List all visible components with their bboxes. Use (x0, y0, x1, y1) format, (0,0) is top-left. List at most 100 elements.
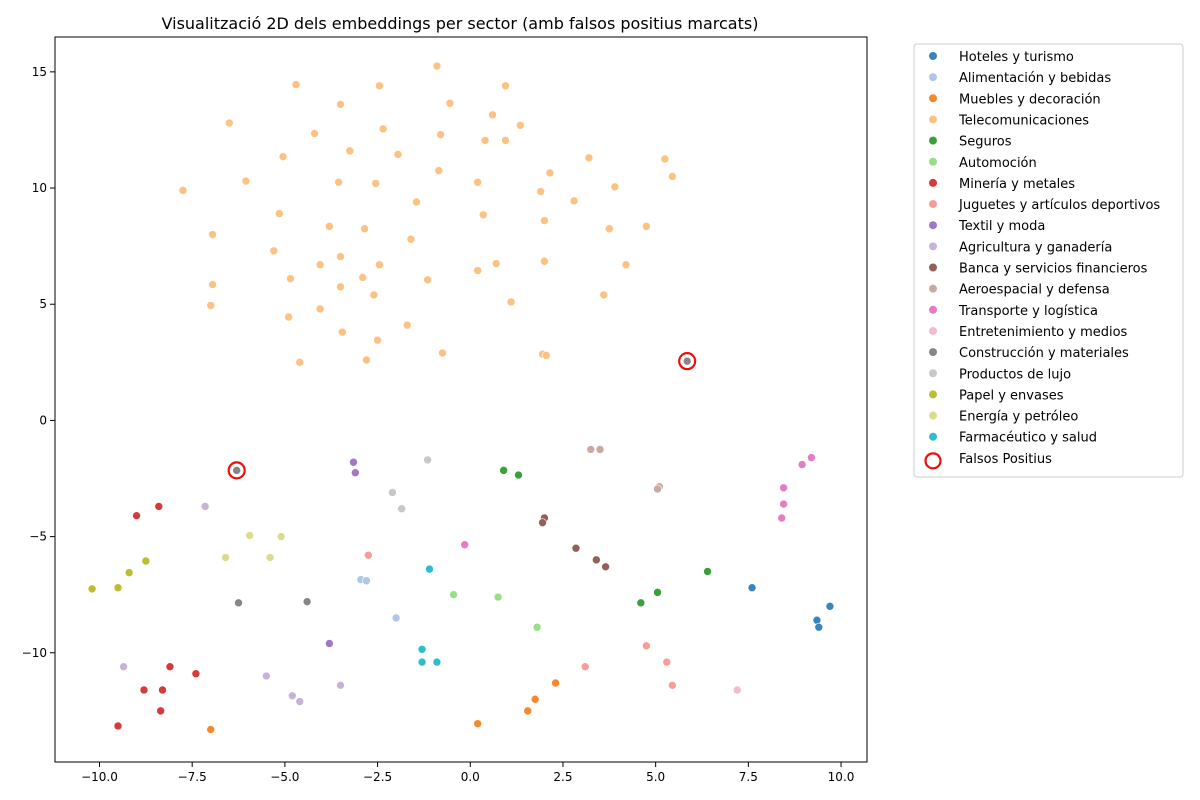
data-point (310, 129, 319, 138)
data-point (369, 290, 379, 300)
data-point (514, 470, 523, 480)
legend-label: Alimentación y bebidas (959, 71, 1111, 86)
data-point (423, 455, 432, 465)
legend-box (913, 43, 1184, 478)
legend-marker (929, 200, 937, 209)
data-point (621, 260, 631, 270)
legend-marker-ring (924, 452, 942, 470)
data-point (221, 553, 230, 562)
data-point (592, 555, 601, 565)
legend-marker (929, 94, 937, 103)
x-tick-label: −2.5 (363, 770, 392, 784)
data-point (480, 136, 490, 145)
data-point (286, 274, 295, 283)
data-point (208, 230, 217, 239)
data-point (295, 697, 305, 706)
x-tick-label: −7.5 (178, 770, 207, 784)
legend-label: Energía y petróleo (959, 410, 1078, 425)
data-point (493, 592, 503, 602)
legend-marker (929, 221, 937, 230)
data-point (325, 222, 334, 231)
x-tick-label: 2.5 (553, 770, 572, 784)
legend-label: Muebles y decoración (959, 92, 1101, 107)
data-point (234, 598, 243, 608)
data-point (660, 154, 670, 164)
data-point (364, 550, 373, 560)
legend-marker (929, 52, 937, 60)
y-tick-label: 15 (32, 65, 47, 79)
y-tick-label: −5 (29, 530, 47, 544)
legend-label: Farmacéutico y salud (959, 431, 1097, 446)
data-point (662, 657, 672, 667)
data-point (336, 100, 345, 109)
legend-label: Papel y envases (959, 388, 1064, 403)
data-point (460, 540, 470, 550)
data-point (682, 356, 692, 366)
data-point (499, 466, 508, 475)
data-point (141, 556, 151, 566)
data-point (551, 678, 560, 688)
data-point (124, 568, 134, 577)
data-point (584, 153, 594, 163)
data-point (158, 685, 167, 695)
data-point (265, 553, 275, 562)
legend-marker (929, 411, 937, 420)
legend-marker (929, 305, 937, 314)
legend-marker (929, 263, 937, 272)
x-tick-label: 5.0 (646, 770, 665, 784)
data-point (571, 543, 581, 553)
data-point (488, 110, 497, 120)
data-point (262, 671, 271, 681)
data-point (595, 445, 605, 454)
x-tick-label: 10.0 (828, 770, 855, 784)
data-point (224, 118, 234, 128)
data-point (580, 662, 590, 672)
data-point (473, 177, 482, 187)
data-point (232, 466, 241, 475)
data-point (338, 327, 347, 337)
data-point (154, 502, 164, 511)
data-point (825, 602, 835, 611)
data-point (473, 266, 482, 275)
data-point (295, 358, 305, 367)
data-point (276, 532, 286, 541)
data-point (586, 445, 596, 454)
data-point (191, 669, 201, 678)
data-point (206, 725, 216, 734)
data-point (371, 179, 381, 188)
data-point (284, 312, 293, 322)
x-tick-label: 0.0 (461, 770, 480, 784)
data-point (545, 168, 555, 178)
data-point (132, 511, 141, 520)
data-point (601, 562, 610, 572)
legend-marker (929, 390, 937, 399)
data-point (449, 590, 458, 599)
data-point (334, 177, 343, 187)
legend-label: Falsos Positius (959, 452, 1052, 467)
data-point (269, 246, 279, 256)
legend: Hoteles y turismo Alimentación y bebidas M… (913, 43, 1184, 478)
y-tick-label: −10 (22, 646, 47, 660)
data-point (797, 460, 807, 469)
legend-marker (929, 284, 937, 293)
data-point (653, 484, 662, 494)
legend-label: Construcción y materiales (959, 346, 1129, 361)
data-point (501, 81, 510, 91)
data-point (345, 146, 355, 156)
data-point (536, 187, 546, 196)
legend-marker (929, 242, 937, 251)
data-point (388, 488, 397, 497)
data-point (516, 121, 525, 130)
data-point (139, 685, 149, 695)
data-point (436, 130, 445, 139)
false-positive-marker (227, 461, 246, 480)
legend-marker (929, 326, 937, 335)
data-point (779, 483, 788, 493)
data-point (200, 502, 210, 511)
data-point (506, 297, 516, 307)
data-point (530, 694, 540, 704)
data-point (360, 224, 369, 234)
data-point (393, 150, 403, 159)
data-point (610, 182, 620, 192)
